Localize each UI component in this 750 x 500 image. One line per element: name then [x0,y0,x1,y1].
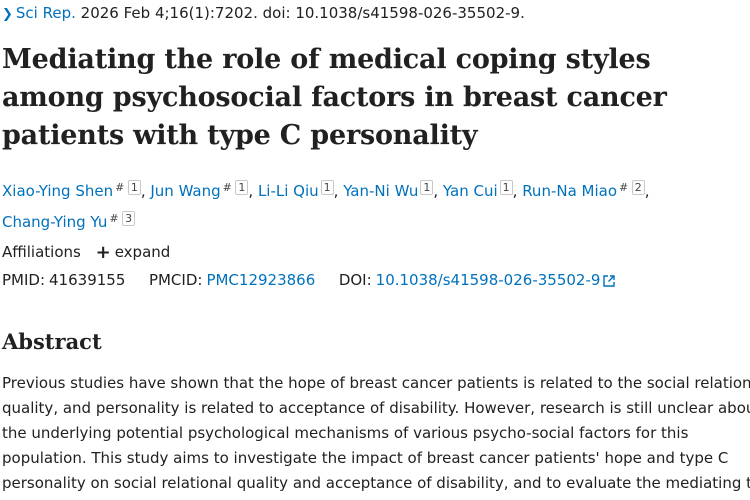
author-sup: # 1 [115,180,141,195]
abstract-line: personality on social relational quality… [2,474,750,492]
author-link[interactable]: Yan-Ni Wu [343,182,419,200]
author-sup: # 1 [222,180,249,195]
affiliation-ref[interactable]: 1 [499,180,513,195]
author-link[interactable]: Chang-Ying Yu [2,213,108,231]
equal-contrib-mark: # [115,181,125,194]
affiliation-ref[interactable]: 1 [320,180,334,195]
author-item: Yan Cui 1, [442,180,523,200]
doi-link[interactable]: 10.1038/s41598-026-35502-9 [375,271,601,289]
abstract-line: population. This study aims to investiga… [2,449,729,467]
author-item: Li-Li Qiu 1, [257,180,344,200]
citation-details: 2026 Feb 4;16(1):7202. doi: 10.1038/s415… [80,4,525,22]
journal-link[interactable]: Sci Rep. [15,4,76,22]
author-item: Jun Wang # 1, [150,180,258,200]
expand-label: expand [114,243,171,261]
equal-contrib-mark: # [109,212,119,225]
author-link[interactable]: Jun Wang [150,182,221,200]
equal-contrib-mark: # [222,181,232,194]
identifiers-row: PMID: 41639155 PMCID: PMC12923866 DOI: 10.1… [2,270,616,292]
author-item: Yan-Ni Wu 1, [343,180,443,200]
author-sup: 1 [420,180,434,195]
plus-icon: + [95,242,111,263]
author-sup: 1 [499,180,513,195]
abstract-line: quality, and personality is related to a… [2,399,750,417]
pmcid-label: PMCID: [148,271,203,289]
citation-line: ❯ Sci Rep. 2026 Feb 4;16(1):7202. doi: 10… [2,3,525,25]
author-list: Xiao-Ying Shen # 1, Jun Wang # 1, Li-Li Qi… [2,174,747,236]
affiliation-ref[interactable]: 1 [127,180,141,195]
affiliation-ref[interactable]: 1 [420,180,434,195]
affiliation-ref[interactable]: 2 [631,180,645,195]
abstract-line: Previous studies have shown that the hop… [2,374,750,392]
author-item: Xiao-Ying Shen # 1, [2,180,151,200]
author-link[interactable]: Xiao-Ying Shen [2,182,114,200]
expand-affiliations-button[interactable]: + expand [95,242,171,263]
chevron-right-icon: ❯ [2,7,13,22]
pmid-label: PMID: [2,271,46,289]
pmid-value: 41639155 [49,271,126,289]
doi-label: DOI: [338,271,372,289]
external-link-icon[interactable] [603,272,616,292]
equal-contrib-mark: # [619,181,629,194]
affiliations-row: Affiliations + expand [2,242,170,263]
author-item: Run-Na Miao # 2, [522,180,650,200]
abstract-heading: Abstract [2,329,102,354]
article-title: Mediating the role of medical coping sty… [2,44,667,151]
author-sup: 1 [320,180,334,195]
author-link[interactable]: Li-Li Qiu [257,182,319,200]
pmcid-link[interactable]: PMC12923866 [206,271,316,289]
author-sup: # 3 [109,211,136,226]
author-sup: # 2 [619,180,645,195]
author-link[interactable]: Yan Cui [442,182,498,200]
affiliation-ref[interactable]: 3 [122,211,136,226]
abstract-text: Previous studies have shown that the hop… [2,371,750,496]
author-link[interactable]: Run-Na Miao [522,182,618,200]
affiliations-label: Affiliations [2,243,81,261]
affiliation-ref[interactable]: 1 [235,180,249,195]
abstract-line: the underlying potential psychological m… [2,424,689,442]
author-item: Chang-Ying Yu # 3 [2,211,136,231]
